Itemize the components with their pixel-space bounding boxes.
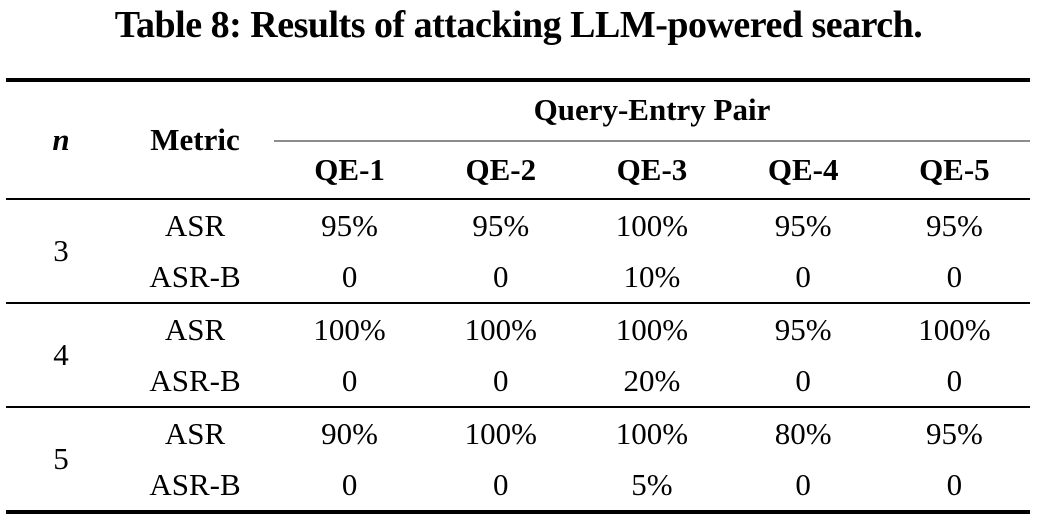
metric-label: ASR-B	[149, 258, 241, 294]
n-value: 4	[53, 337, 69, 372]
value-cell: 95%	[774, 311, 832, 347]
value-cell: 0	[341, 258, 358, 294]
value-cell: 20%	[623, 362, 681, 398]
value-cell: 0	[493, 258, 509, 294]
metric-label: ASR	[164, 415, 226, 451]
table-row: ASR-B 0 0 5% 0 0	[6, 459, 1030, 512]
header-row-span: n Metric Query-Entry Pair	[6, 80, 1030, 157]
header-row-qe: QE-1 QE-2 QE-3 QE-4 QE-5	[6, 141, 1030, 199]
value-cell: 95%	[472, 207, 530, 243]
header-qe-1: QE-1	[314, 152, 385, 187]
table-caption: Table 8: Results of attacking LLM-powere…	[114, 4, 923, 46]
value-cell: 100%	[615, 415, 689, 451]
n-value: 5	[53, 441, 69, 476]
group-n-3: 3 ASR 95% 95% 100% 95% 95% ASR-B 0 0 10%…	[6, 199, 1030, 303]
value-cell: 95%	[774, 207, 832, 243]
value-cell: 0	[946, 258, 963, 294]
table-row: ASR-B 0 0 20% 0 0	[6, 355, 1030, 407]
value-cell: 0	[493, 466, 509, 502]
value-cell: 95%	[925, 415, 983, 451]
table-row: 5 ASR 90% 100% 100% 80% 95%	[6, 407, 1030, 477]
header-qe-4: QE-4	[767, 152, 839, 187]
metric-label: ASR	[164, 207, 226, 243]
metric-label: ASR-B	[149, 362, 241, 398]
header-qe-2: QE-2	[465, 152, 537, 187]
metric-label: ASR	[164, 311, 226, 347]
table-header: n Metric Query-Entry Pair QE-1 QE-2 QE-3…	[6, 80, 1030, 199]
header-query-entry-pair: Query-Entry Pair	[274, 80, 1030, 142]
value-cell: 0	[795, 258, 811, 294]
value-cell: 0	[946, 466, 963, 502]
value-cell: 95%	[925, 207, 983, 243]
results-table: n Metric Query-Entry Pair QE-1 QE-2 QE-3…	[6, 78, 1030, 514]
value-cell: 5%	[631, 466, 673, 502]
metric-label: ASR-B	[149, 466, 241, 502]
group-n-5: 5 ASR 90% 100% 100% 80% 95% ASR-B 0 0 5%…	[6, 407, 1030, 512]
value-cell: 0	[341, 466, 358, 502]
value-cell: 0	[946, 362, 963, 398]
value-cell: 80%	[774, 415, 832, 451]
value-cell: 90%	[321, 415, 378, 451]
value-cell: 100%	[918, 311, 991, 347]
value-cell: 10%	[623, 258, 681, 294]
header-qe-3: QE-3	[616, 152, 688, 187]
value-cell: 0	[493, 362, 509, 398]
table-row: 3 ASR 95% 95% 100% 95% 95%	[6, 199, 1030, 269]
value-cell: 95%	[321, 207, 378, 243]
n-value: 3	[53, 233, 69, 268]
value-cell: 100%	[464, 415, 537, 451]
table-row: ASR-B 0 0 10% 0 0	[6, 251, 1030, 303]
value-cell: 100%	[615, 311, 689, 347]
table-row: 4 ASR 100% 100% 100% 95% 100%	[6, 303, 1030, 373]
group-n-4: 4 ASR 100% 100% 100% 95% 100% ASR-B 0 0 …	[6, 303, 1030, 407]
value-cell: 0	[341, 362, 358, 398]
value-cell: 0	[795, 362, 811, 398]
value-cell: 100%	[313, 311, 386, 347]
header-qe-5: QE-5	[919, 152, 990, 187]
value-cell: 0	[795, 466, 811, 502]
value-cell: 100%	[464, 311, 537, 347]
header-metric: Metric	[150, 122, 240, 157]
header-n: n	[52, 122, 70, 157]
value-cell: 100%	[615, 207, 689, 243]
